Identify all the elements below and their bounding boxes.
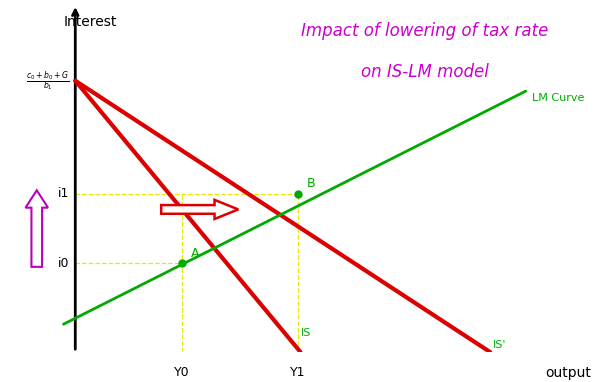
FancyArrow shape	[25, 190, 48, 267]
Text: B: B	[306, 177, 315, 190]
Text: Interest: Interest	[63, 15, 117, 29]
Text: Y0: Y0	[174, 366, 190, 379]
Text: LM Curve: LM Curve	[532, 93, 584, 103]
Text: A: A	[191, 247, 199, 260]
Text: i0: i0	[58, 257, 69, 270]
FancyArrow shape	[161, 200, 238, 219]
Text: output: output	[545, 366, 591, 380]
Text: Impact of lowering of tax rate: Impact of lowering of tax rate	[301, 21, 548, 40]
Text: IS': IS'	[493, 340, 506, 350]
Text: IS: IS	[300, 328, 311, 338]
Text: on IS-LM model: on IS-LM model	[361, 63, 489, 81]
FancyArrow shape	[188, 371, 291, 382]
Text: Y1: Y1	[290, 366, 305, 379]
Text: $\frac{c_0+b_0+G}{b_1}$: $\frac{c_0+b_0+G}{b_1}$	[26, 69, 69, 93]
Text: i1: i1	[58, 187, 69, 200]
